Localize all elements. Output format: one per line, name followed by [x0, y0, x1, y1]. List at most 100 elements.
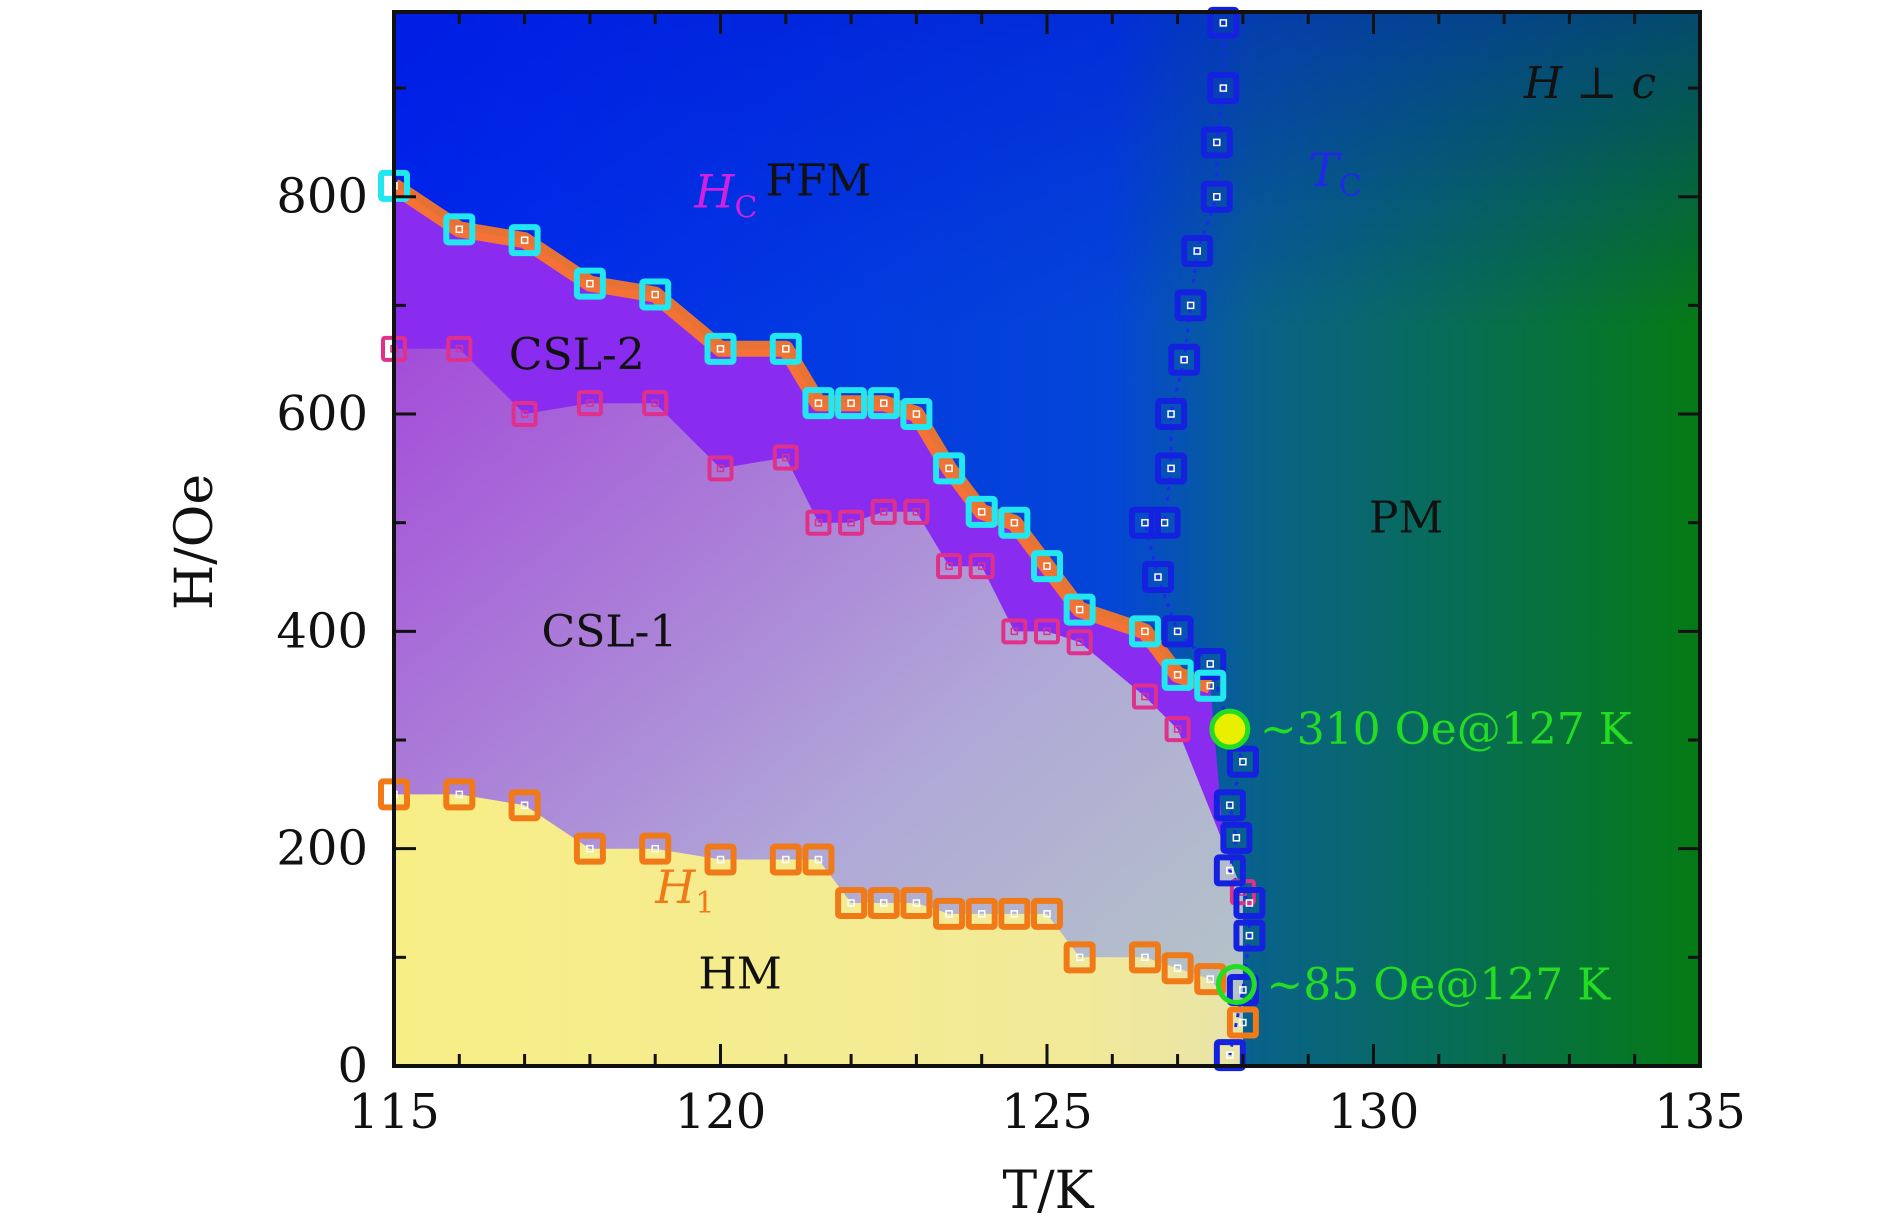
y-tick-label: 400: [276, 603, 368, 659]
h-c-marker: [1161, 658, 1194, 691]
t-c-marker: [1200, 180, 1233, 213]
x-tick-label: 115: [348, 1084, 440, 1140]
region-label-csl-1: CSL-1: [542, 606, 678, 657]
csl-1-csl-2-boundary-marker: [903, 498, 930, 525]
hc-boundary-line: [394, 179, 1213, 694]
csl-1-csl-2-boundary-marker: [642, 390, 669, 417]
t-c-marker: [1142, 561, 1175, 594]
h-1-marker: [508, 789, 541, 822]
h-c-marker: [965, 495, 998, 528]
h-1-marker: [1031, 897, 1063, 930]
h-c-marker: [573, 267, 606, 300]
h-1-marker: [900, 887, 933, 920]
h-c-marker: [900, 398, 933, 431]
h-c-marker: [1128, 615, 1161, 648]
x-tick-label: 120: [675, 1084, 767, 1140]
h-c-marker: [704, 332, 737, 365]
h-c-marker: [443, 213, 476, 246]
data-markers: [378, 6, 1266, 1072]
t-c-marker: [1233, 887, 1266, 920]
t-c-marker: [1226, 745, 1259, 778]
h-c-marker: [508, 224, 541, 257]
x-tick-label: 135: [1654, 1084, 1746, 1140]
h-1-marker: [802, 843, 835, 876]
h-1-marker: [965, 897, 998, 930]
csl-1-csl-2-boundary-marker: [511, 401, 538, 428]
h-1-marker: [1194, 963, 1227, 996]
curve-label-h-c: HC: [693, 165, 757, 226]
y-axis-label: H/Oe: [165, 474, 225, 610]
h-1-marker: [933, 897, 966, 930]
t-c-marker: [1148, 506, 1181, 539]
h-c-marker: [933, 452, 966, 485]
csl-1-csl-2-boundary-marker: [1001, 618, 1028, 645]
h-1-marker: [1063, 941, 1096, 974]
t-c-marker: [1213, 854, 1246, 887]
t-c-marker: [1168, 343, 1201, 376]
t-c-marker: [1233, 919, 1266, 952]
t-c-marker: [1128, 506, 1161, 539]
csl-1-csl-2-boundary-marker: [1034, 618, 1060, 645]
t-c-marker: [1194, 647, 1227, 680]
h-1-marker: [1128, 941, 1161, 974]
hm-region: [394, 794, 1243, 1066]
csl-1-csl-2-boundary-marker: [968, 553, 995, 580]
csl-1-csl-2-boundary-marker: [1164, 716, 1191, 743]
annotation-marker: [1215, 964, 1257, 1006]
csl-1-csl-2-boundary-marker: [805, 509, 832, 536]
axis-tick-labels: 115 120 125 130 135 0 200 400 600 800: [276, 169, 1745, 1140]
h-c-marker: [802, 387, 835, 420]
t-c-marker: [1220, 821, 1253, 854]
h-c-marker: [1063, 593, 1096, 626]
h-c-marker: [867, 387, 900, 420]
region-label-hm: HM: [698, 949, 781, 1000]
h-1-marker: [769, 843, 802, 876]
t-c-marker: [1200, 126, 1233, 159]
y-tick-label: 600: [276, 386, 368, 442]
csl-1-csl-2-boundary-marker: [446, 335, 473, 362]
t-c-marker: [1174, 289, 1207, 322]
h-c-marker: [769, 332, 802, 365]
annotation-marker: [1209, 708, 1251, 750]
y-tick-label: 0: [337, 1038, 368, 1094]
csl-1-csl-2-boundary-marker: [936, 553, 963, 580]
h-1-marker: [1226, 1006, 1259, 1039]
phase-regions: [394, 185, 1243, 1066]
region-label-csl-2: CSL-2: [509, 329, 645, 380]
region-label-ffm: FFM: [765, 155, 871, 206]
t-c-marker: [1155, 452, 1188, 485]
csl-1-csl-2-boundary-marker: [870, 498, 897, 525]
background-top-shade: [394, 12, 1700, 329]
curve-label-t-c: TC: [1308, 143, 1362, 204]
t-c-marker: [1207, 6, 1240, 39]
h-c-marker: [998, 506, 1031, 539]
x-axis-label: T/K: [1002, 1161, 1094, 1221]
h-1-marker: [704, 843, 737, 876]
h-c-marker: [1031, 550, 1063, 583]
annotation-text: ~310 Oe@127 K: [1260, 704, 1633, 755]
h-1-marker: [443, 778, 476, 811]
h-1-marker: [573, 832, 606, 865]
y-tick-label: 200: [276, 821, 368, 877]
csl-1-csl-2-boundary-marker: [707, 455, 734, 482]
h-1-marker: [639, 832, 672, 865]
annotations: ~310 Oe@127 K ~85 Oe@127 K: [1209, 704, 1633, 1011]
x-tick-label: 130: [1328, 1084, 1420, 1140]
region-labels: FFM PM CSL-2 CSL-1 HM: [509, 155, 1444, 999]
t-c-marker: [1213, 789, 1246, 822]
csl-1-csl-2-boundary-marker: [576, 390, 603, 417]
h-c-marker: [1194, 669, 1227, 702]
curve-labels: HC TC H1: [654, 143, 1362, 921]
t-c-marker: [1181, 235, 1214, 268]
t-c-marker: [1155, 398, 1188, 431]
csl-1-csl-2-boundary-marker: [838, 509, 865, 536]
h-c-marker: [639, 278, 672, 311]
t-c-marker: [1161, 615, 1194, 648]
region-label-pm: PM: [1369, 492, 1444, 543]
h-1-marker: [835, 887, 868, 920]
h-1-marker: [998, 897, 1031, 930]
csl-1-csl-2-boundary-marker: [772, 444, 799, 471]
t-c-marker: [1207, 72, 1240, 105]
h-1-marker: [1161, 952, 1194, 985]
